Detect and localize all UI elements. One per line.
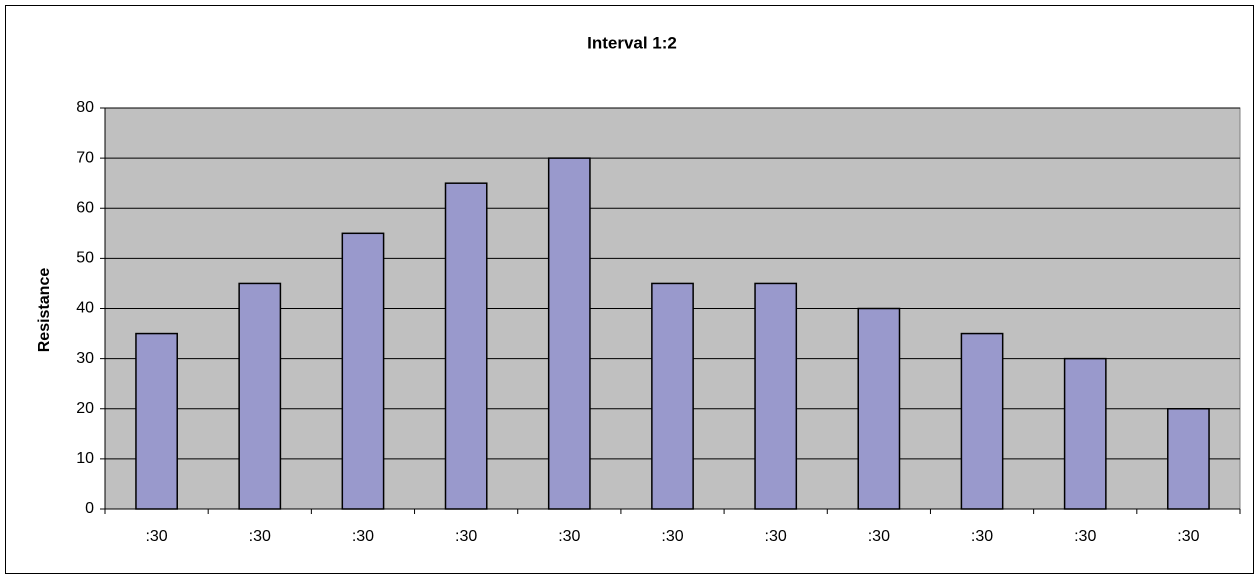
x-tick-label: :30 bbox=[249, 528, 271, 545]
bar bbox=[754, 282, 798, 510]
y-tick-label: 10 bbox=[76, 450, 94, 467]
x-tick-label: :30 bbox=[558, 528, 580, 545]
x-tick-label: :30 bbox=[765, 528, 787, 545]
y-tick-label: 0 bbox=[85, 500, 94, 517]
x-tick-label: :30 bbox=[1177, 528, 1199, 545]
bar bbox=[135, 332, 178, 510]
x-tick-label: :30 bbox=[868, 528, 890, 545]
bar bbox=[651, 282, 694, 510]
x-tick-label: :30 bbox=[1074, 528, 1096, 545]
chart-title: Interval 1:2 bbox=[587, 33, 677, 52]
bar bbox=[444, 182, 488, 510]
x-tick-label: :30 bbox=[971, 528, 993, 545]
y-tick-label: 20 bbox=[76, 400, 94, 417]
bar bbox=[857, 307, 901, 510]
bar bbox=[341, 232, 385, 510]
x-tick-label: :30 bbox=[455, 528, 477, 545]
x-tick-label: :30 bbox=[145, 528, 167, 545]
x-tick-label: :30 bbox=[352, 528, 374, 545]
bar bbox=[1167, 408, 1210, 510]
y-tick-label: 40 bbox=[76, 300, 94, 317]
bar bbox=[960, 332, 1004, 510]
x-tick-label: :30 bbox=[661, 528, 683, 545]
bar bbox=[1063, 357, 1107, 510]
y-tick-label: 30 bbox=[76, 350, 94, 367]
y-tick-label: 50 bbox=[76, 250, 94, 267]
y-axis-title: Resistance bbox=[36, 268, 53, 353]
y-tick-label: 60 bbox=[76, 199, 94, 216]
y-tick-label: 80 bbox=[76, 99, 94, 116]
y-tick-label: 70 bbox=[76, 149, 94, 166]
bar bbox=[238, 282, 282, 510]
bar bbox=[547, 157, 591, 510]
